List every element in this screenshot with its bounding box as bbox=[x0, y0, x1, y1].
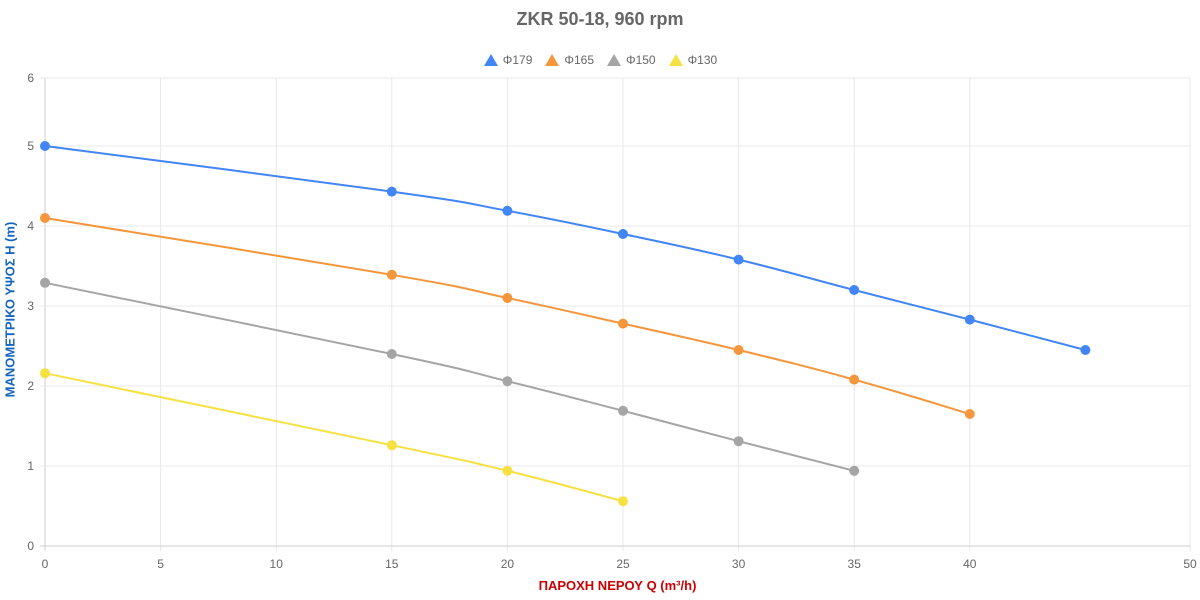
series-line-0 bbox=[44, 145, 1086, 351]
y-tick-label: 2 bbox=[27, 379, 34, 393]
data-point bbox=[849, 374, 860, 385]
y-tick-label: 1 bbox=[27, 459, 34, 473]
x-tick-label: 30 bbox=[732, 557, 746, 571]
legend-label: Φ179 bbox=[502, 53, 533, 67]
data-point bbox=[618, 229, 628, 239]
data-point bbox=[40, 368, 50, 379]
legend-item[interactable]: Φ165 bbox=[544, 53, 594, 67]
legend: Φ179 Φ165 Φ150 Φ130 bbox=[0, 53, 1200, 67]
data-point bbox=[733, 436, 744, 447]
x-axis-title: ΠΑΡΟΧΗ ΝΕΡΟΥ Q (m³/h) bbox=[538, 578, 697, 593]
data-point bbox=[40, 213, 50, 223]
legend-item[interactable]: Φ150 bbox=[606, 53, 656, 67]
y-tick-label: 6 bbox=[27, 71, 34, 85]
triangle-icon bbox=[668, 54, 683, 66]
x-tick-label: 25 bbox=[616, 557, 630, 571]
y-tick-label: 5 bbox=[27, 139, 34, 153]
legend-label: Φ150 bbox=[626, 53, 656, 67]
legend-item[interactable]: Φ179 bbox=[483, 53, 533, 67]
x-tick-label: 10 bbox=[270, 557, 284, 571]
data-point bbox=[849, 465, 860, 476]
data-point bbox=[386, 349, 397, 359]
series-line-2 bbox=[44, 281, 855, 472]
legend-label: Φ130 bbox=[687, 53, 718, 67]
y-tick-label: 0 bbox=[27, 539, 34, 553]
y-tick-label: 4 bbox=[27, 219, 34, 233]
x-tick-label: 35 bbox=[848, 557, 862, 571]
data-point bbox=[386, 440, 397, 451]
legend-item[interactable]: Φ130 bbox=[668, 53, 718, 67]
x-tick-label: 40 bbox=[963, 557, 977, 571]
legend-label: Φ165 bbox=[564, 53, 594, 67]
series-line-1 bbox=[44, 217, 971, 415]
x-tick-label: 5 bbox=[157, 557, 164, 571]
series-line-3 bbox=[44, 372, 624, 503]
y-tick-label: 3 bbox=[27, 299, 34, 313]
chart-title: ZKR 50-18, 960 rpm bbox=[516, 9, 684, 29]
data-point bbox=[40, 141, 50, 151]
x-tick-label: 15 bbox=[385, 557, 399, 571]
data-point bbox=[502, 293, 513, 303]
data-point bbox=[733, 345, 744, 355]
data-point bbox=[618, 496, 628, 507]
triangle-icon bbox=[545, 54, 560, 66]
data-point bbox=[849, 285, 860, 295]
data-point bbox=[1080, 345, 1091, 355]
y-axis-title: ΜΑΝΟΜΕΤΡΙΚΟ ΥΨΟΣ H (m) bbox=[2, 221, 18, 398]
data-point bbox=[386, 269, 397, 280]
data-point bbox=[618, 405, 628, 416]
data-point bbox=[964, 409, 975, 419]
data-point bbox=[964, 314, 975, 325]
data-point bbox=[502, 205, 513, 216]
data-point bbox=[618, 318, 628, 329]
x-tick-label: 0 bbox=[42, 557, 49, 571]
data-point bbox=[502, 376, 513, 387]
data-point bbox=[386, 186, 397, 197]
data-point bbox=[40, 277, 50, 288]
triangle-icon bbox=[607, 54, 621, 66]
x-tick-label: 20 bbox=[501, 557, 515, 571]
triangle-icon bbox=[483, 54, 498, 66]
x-tick-label: 50 bbox=[1183, 557, 1197, 571]
data-point bbox=[502, 465, 513, 476]
data-point bbox=[733, 254, 744, 265]
